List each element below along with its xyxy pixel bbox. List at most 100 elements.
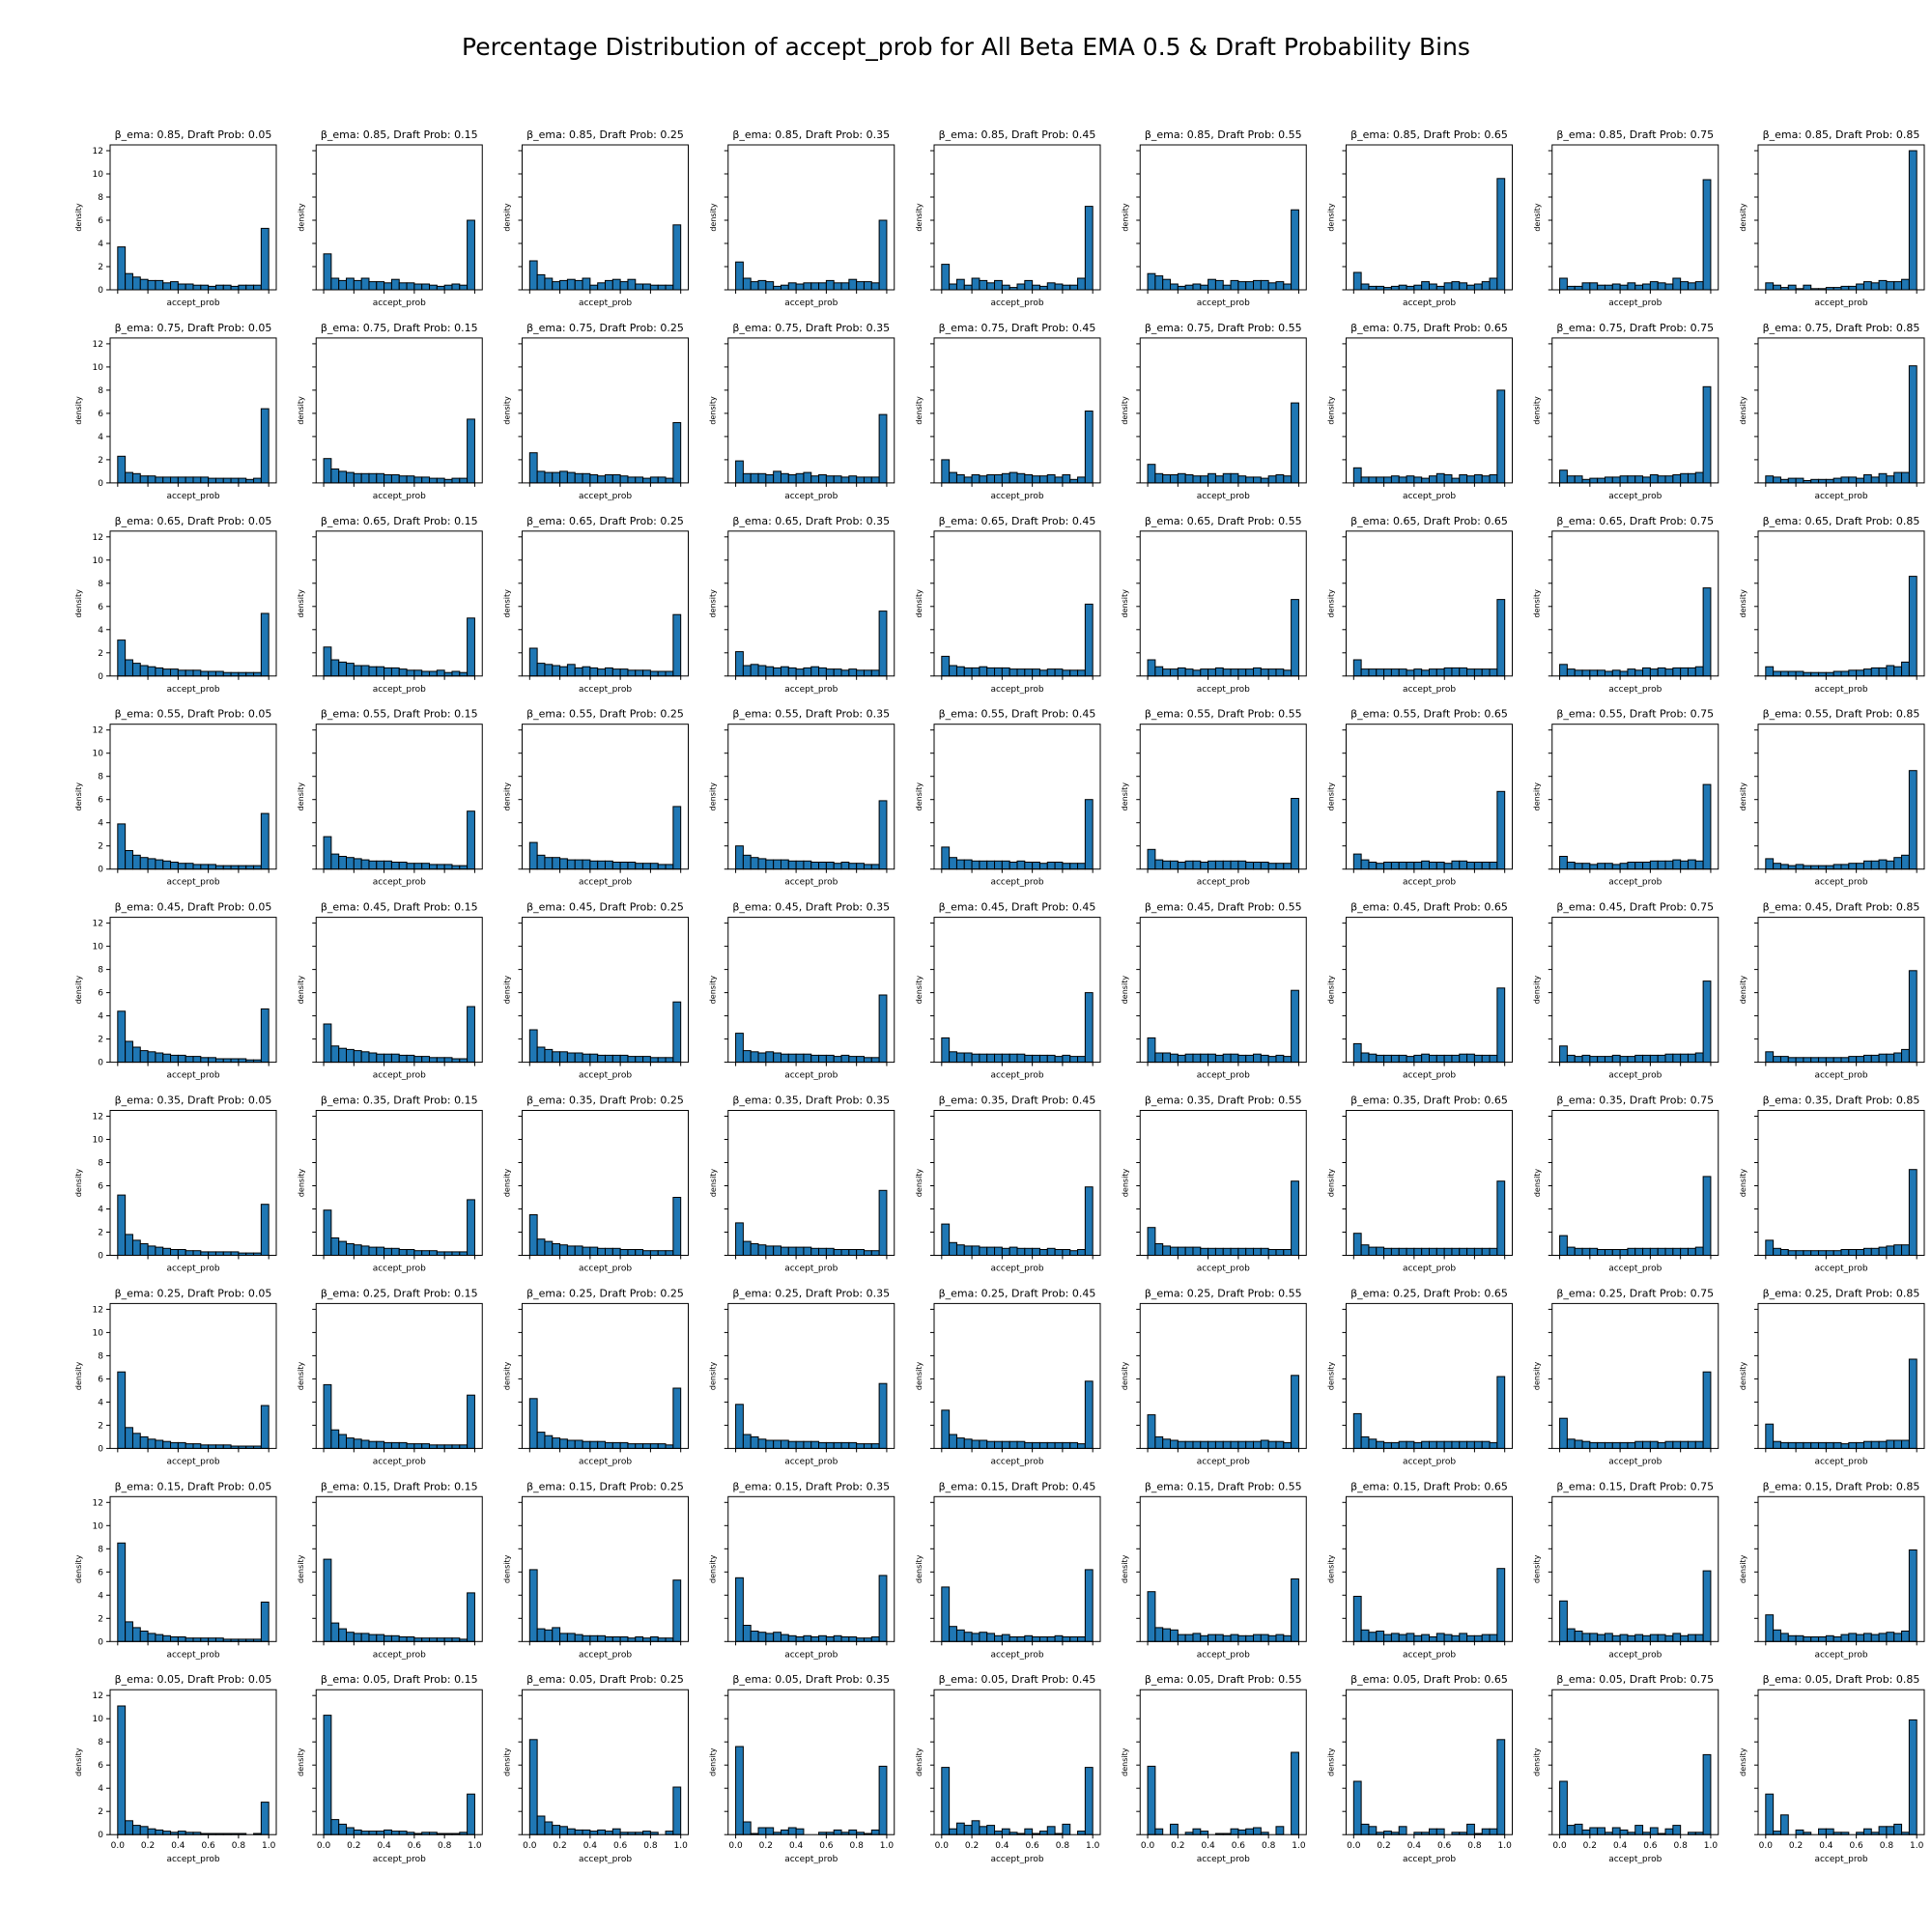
histogram-bar — [346, 1632, 355, 1642]
histogram-bar — [147, 279, 156, 291]
histogram-panel: β_ema: 0.35, Draft Prob: 0.65accept_prob… — [1327, 1094, 1513, 1274]
histogram-bar — [1489, 1054, 1498, 1064]
histogram-bar — [559, 858, 568, 870]
histogram-bar — [1901, 1244, 1910, 1256]
x-tick-label: 0.2 — [141, 1841, 155, 1851]
histogram-bar — [131, 1825, 141, 1835]
histogram-bar — [467, 1793, 475, 1835]
histogram-bar — [787, 282, 797, 291]
x-axis-label: accept_prob — [990, 685, 1043, 695]
histogram-bar — [742, 277, 752, 291]
y-axis-label: density — [1121, 203, 1129, 232]
y-tick-label: 12 — [93, 533, 103, 543]
histogram-bar — [1496, 790, 1506, 870]
histogram-bar — [353, 1244, 362, 1256]
y-tick-label: 12 — [93, 726, 103, 736]
histogram-bar — [863, 669, 872, 677]
histogram-bar — [200, 1444, 210, 1449]
histogram-bar — [170, 476, 179, 484]
histogram-bar — [1901, 1048, 1910, 1064]
histogram-bar — [398, 1054, 408, 1064]
histogram-bar — [1162, 860, 1172, 870]
histogram-bar — [1459, 667, 1468, 677]
histogram-panel: β_ema: 0.15, Draft Prob: 0.55accept_prob… — [1121, 1480, 1307, 1660]
histogram-bar — [787, 1634, 797, 1642]
histogram-bar — [597, 668, 607, 677]
histogram-bar — [192, 284, 202, 291]
x-tick-label: 0.8 — [1673, 1841, 1688, 1851]
x-axis-label: accept_prob — [1197, 1855, 1250, 1864]
histogram-bar — [1597, 1634, 1605, 1642]
histogram-bar — [1878, 472, 1888, 484]
histogram-bar — [1275, 1440, 1285, 1449]
histogram-bar — [1368, 862, 1378, 870]
histogram-bar — [773, 1632, 781, 1642]
histogram-bar — [1694, 471, 1704, 484]
panel-title: β_ema: 0.35, Draft Prob: 0.85 — [1763, 1094, 1920, 1107]
histogram-bar — [1376, 668, 1385, 677]
histogram-bar — [559, 1051, 568, 1064]
histogram-bar — [1376, 285, 1385, 291]
histogram-bar — [765, 666, 775, 677]
histogram-bar — [840, 862, 850, 870]
histogram-bar — [222, 1444, 232, 1449]
histogram-bar — [467, 1592, 475, 1642]
histogram-bar — [635, 1056, 644, 1064]
y-axis-label: density — [915, 203, 923, 232]
y-tick-label: 10 — [93, 750, 104, 759]
histogram-bar — [1702, 1570, 1712, 1642]
histogram-bar — [162, 476, 172, 484]
histogram-bar — [1024, 1441, 1034, 1449]
histogram-bar — [1451, 1634, 1461, 1642]
histogram-bar — [1901, 278, 1910, 291]
histogram-bar — [735, 1033, 744, 1064]
histogram-panel: β_ema: 0.85, Draft Prob: 0.65accept_prob… — [1327, 128, 1513, 308]
histogram-bar — [1496, 1180, 1506, 1256]
x-axis-label: accept_prob — [373, 492, 426, 501]
histogram-bar — [1496, 1739, 1506, 1835]
histogram-panel: β_ema: 0.25, Draft Prob: 0.25accept_prob… — [503, 1287, 689, 1466]
y-tick-label: 6 — [98, 410, 103, 419]
histogram-bar — [848, 668, 858, 677]
histogram-bar — [949, 1828, 957, 1835]
histogram-bar — [1390, 862, 1400, 870]
histogram-bar — [1702, 980, 1712, 1064]
histogram-bar — [627, 476, 637, 484]
histogram-bar — [1833, 477, 1842, 484]
histogram-bar — [1170, 1823, 1179, 1835]
panel-title: β_ema: 0.75, Draft Prob: 0.55 — [1145, 322, 1302, 334]
histogram-bar — [1253, 667, 1262, 677]
histogram-bar — [949, 1051, 957, 1064]
histogram-bar — [443, 1251, 453, 1257]
histogram-bar — [611, 862, 621, 870]
histogram-bar — [1032, 668, 1040, 677]
histogram-bar — [117, 1010, 127, 1064]
histogram-bar — [1253, 1053, 1262, 1064]
panel-title: β_ema: 0.55, Draft Prob: 0.65 — [1350, 708, 1508, 721]
histogram-bar — [353, 1633, 362, 1642]
panel-title: β_ema: 0.75, Draft Prob: 0.35 — [732, 322, 890, 334]
y-axis-label: density — [297, 1747, 305, 1776]
histogram-bar — [238, 671, 247, 677]
y-axis-label: density — [74, 589, 83, 618]
histogram-bar — [1360, 1244, 1370, 1256]
histogram-bar — [1848, 669, 1858, 677]
histogram-bar — [1604, 1056, 1613, 1064]
histogram-bar — [1352, 1042, 1362, 1064]
histogram-bar — [1619, 1249, 1629, 1256]
histogram-bar — [1765, 1051, 1775, 1064]
histogram-bar — [1177, 1634, 1186, 1642]
y-axis-label: density — [1121, 1169, 1129, 1198]
histogram-bar — [125, 1234, 133, 1257]
histogram-bar — [1825, 1634, 1834, 1642]
histogram-bar — [1368, 476, 1378, 484]
histogram-bar — [1376, 1246, 1385, 1256]
histogram-bar — [1886, 475, 1895, 484]
histogram-bar — [200, 864, 210, 870]
histogram-bar — [605, 474, 613, 484]
histogram-bar — [1611, 283, 1621, 291]
x-axis-label: accept_prob — [579, 1071, 632, 1081]
histogram-bar — [1390, 475, 1400, 484]
histogram-bar — [1406, 1247, 1415, 1257]
histogram-bar — [1566, 1246, 1576, 1256]
